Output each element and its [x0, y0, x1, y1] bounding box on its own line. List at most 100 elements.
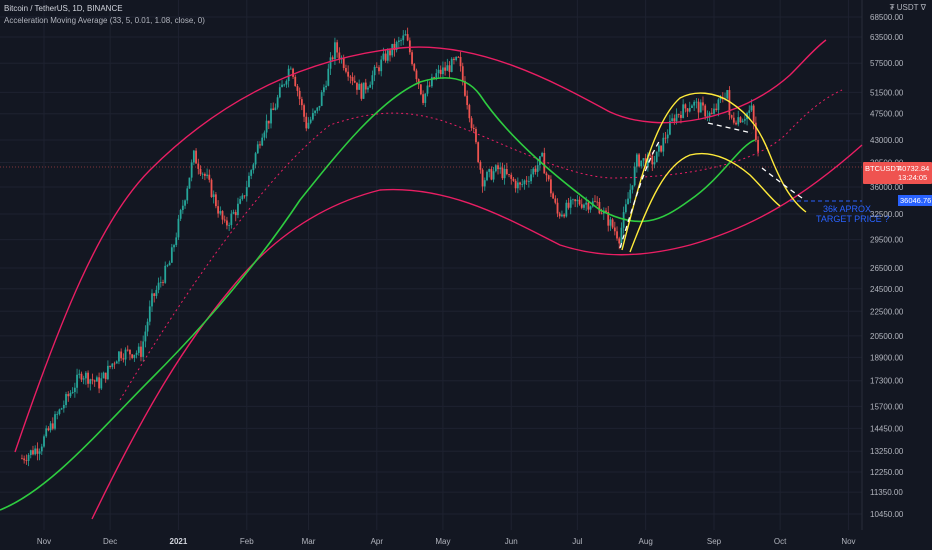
candle-body	[554, 198, 557, 203]
candle-body	[40, 446, 43, 452]
candle-body	[556, 202, 559, 214]
candle-body	[470, 118, 473, 128]
candle-body	[686, 108, 689, 112]
ama-line	[0, 77, 756, 511]
candle-body	[93, 380, 96, 382]
candle-body	[631, 185, 634, 190]
candle-body	[594, 201, 596, 203]
candle-body	[212, 194, 215, 198]
candle-body	[362, 82, 365, 99]
y-tick-label: 51500.00	[870, 88, 904, 97]
candle-body	[574, 199, 577, 202]
candle-body	[181, 205, 184, 211]
candle-body	[684, 104, 687, 109]
candle-body	[406, 34, 409, 41]
candle-body	[303, 105, 305, 117]
candle-body	[300, 99, 303, 106]
candle-body	[192, 150, 195, 163]
upper-arc	[621, 92, 807, 251]
candle-body	[618, 238, 621, 244]
candle-body	[499, 167, 502, 170]
candle-body	[415, 70, 418, 80]
candle-body	[558, 213, 561, 217]
y-tick-label: 32500.00	[870, 210, 904, 219]
candle-body	[609, 219, 612, 226]
x-tick-label: Jun	[505, 537, 518, 546]
candle-body	[400, 40, 402, 41]
candle-body	[309, 119, 312, 123]
current-price-value: 40732.84	[898, 164, 929, 173]
candle-body	[378, 67, 380, 72]
upper-channel-line	[14, 39, 827, 453]
candle-body	[245, 187, 248, 197]
candle-body	[442, 67, 444, 75]
candle-body	[76, 374, 78, 388]
y-tick-label: 18900.00	[870, 353, 904, 362]
candle-body	[272, 108, 275, 111]
candle-body	[699, 102, 702, 113]
symbol-title[interactable]: Bitcoin / TetherUS, 1D, BINANCE	[4, 4, 123, 13]
candle-body	[54, 414, 56, 429]
candle-body	[384, 53, 387, 61]
candle-body	[250, 170, 253, 176]
candle-body	[325, 85, 328, 88]
candle-body	[710, 112, 713, 114]
candle-body	[671, 118, 674, 121]
candle-body	[353, 80, 356, 83]
candle-body	[95, 377, 98, 382]
candle-body	[422, 94, 424, 103]
x-tick-label: Nov	[37, 537, 51, 546]
candle-body	[386, 50, 389, 61]
candle-body	[680, 114, 682, 118]
candle-body	[215, 194, 217, 207]
candle-body	[719, 97, 722, 100]
y-tick-label: 24500.00	[870, 285, 904, 294]
candle-body	[640, 160, 643, 167]
candle-body	[261, 137, 264, 146]
projection-dashed-line	[619, 122, 806, 249]
candle-body	[219, 211, 222, 214]
candle-body	[752, 105, 755, 123]
x-tick-label: Nov	[841, 537, 855, 546]
candle-body	[514, 180, 517, 189]
candle-body	[100, 378, 103, 389]
candle-body	[367, 87, 369, 90]
candle-body	[426, 85, 429, 94]
candle-body	[184, 200, 186, 206]
y-tick-label: 68500.00	[870, 13, 904, 22]
candle-body	[111, 363, 114, 367]
candle-body	[750, 105, 753, 111]
candle-body	[472, 127, 475, 130]
indicator-overlays: 36k APROX TARGET PRICE ?	[0, 39, 889, 520]
candle-body	[175, 237, 178, 246]
candle-body	[356, 82, 358, 90]
candle-body	[483, 180, 486, 187]
candle-body	[203, 173, 206, 176]
target-price-tag: 36046.76	[898, 195, 932, 206]
candle-body	[371, 75, 374, 85]
candle-body	[464, 80, 466, 96]
candle-body	[140, 346, 142, 357]
candle-body	[605, 210, 607, 213]
candle-body	[29, 450, 32, 455]
currency-unit[interactable]: ₮ USDT ∇	[889, 3, 926, 12]
indicator-legend[interactable]: Acceleration Moving Average (33, 5, 0.01…	[4, 16, 205, 25]
candle-body	[748, 110, 751, 114]
candle-body	[84, 372, 87, 379]
candle-body	[208, 174, 211, 180]
candle-body	[307, 122, 310, 129]
candle-body	[287, 68, 290, 82]
current-price-tag: BTCUSDT 40732.84 13:24:05	[863, 162, 932, 184]
candle-body	[649, 154, 651, 156]
candle-body	[587, 202, 590, 210]
candle-body	[543, 152, 546, 174]
candle-body	[162, 282, 164, 283]
candle-body	[397, 40, 400, 42]
candle-body	[351, 77, 354, 81]
candle-body	[508, 174, 510, 175]
candle-body	[62, 404, 65, 409]
candle-body	[137, 346, 140, 353]
candle-body	[289, 68, 292, 70]
y-tick-label: 20500.00	[870, 332, 904, 341]
